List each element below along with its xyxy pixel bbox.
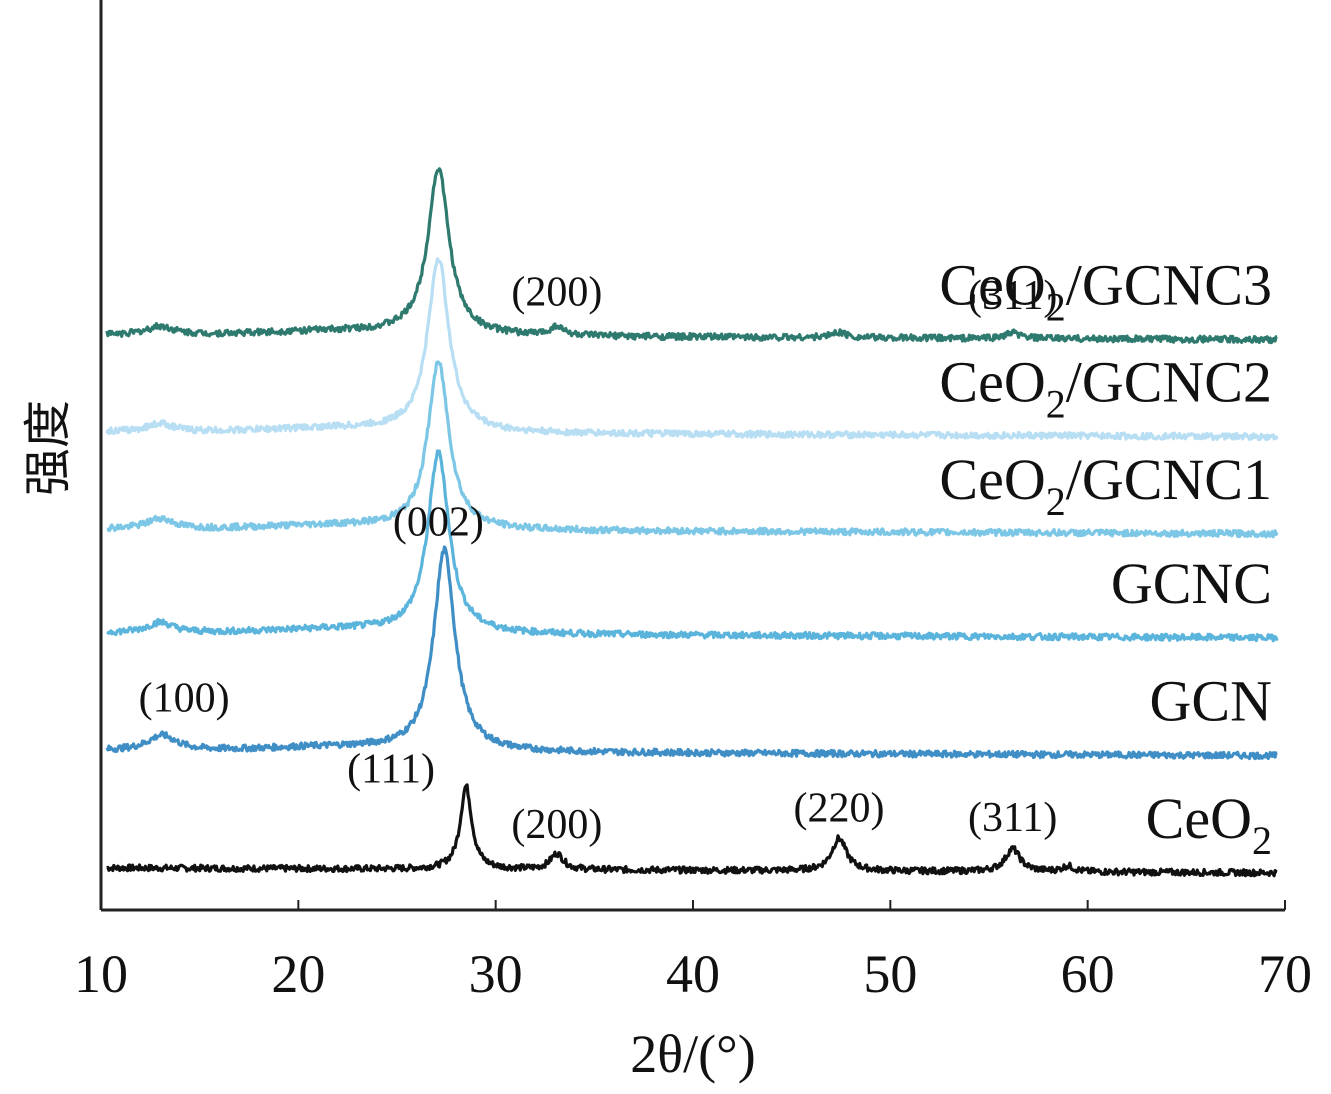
series-label: CeO2/GCNC1 xyxy=(939,447,1272,524)
peak-label: (100) xyxy=(139,675,230,721)
x-tick-label: 30 xyxy=(469,944,523,1004)
series-labels: CeO2 GCN GCNC CeO2/GCNC1 CeO2/GCNC2 CeO2/GCNC… xyxy=(939,253,1272,863)
x-tick-label: 20 xyxy=(271,944,325,1004)
peak-label: (200) xyxy=(511,802,602,848)
series-label: GCN xyxy=(1150,669,1272,734)
x-tick-label: 50 xyxy=(863,944,917,1004)
x-ticks: 10 20 30 40 50 60 70 xyxy=(74,900,1312,1004)
x-tick-label: 70 xyxy=(1258,944,1312,1004)
series-line-gcnc xyxy=(106,449,1279,643)
x-tick-label: 60 xyxy=(1061,944,1115,1004)
series-label: CeO2 xyxy=(1146,786,1272,863)
peak-label: (311) xyxy=(968,795,1057,841)
peak-label: (200) xyxy=(511,270,602,316)
series-label: CeO2/GCNC3 xyxy=(939,253,1272,330)
series-label: CeO2/GCNC2 xyxy=(939,350,1272,427)
peak-labels: (111) (200) (220) (311) (100) (002) (200) (311) xyxy=(139,270,1058,848)
series-line-ceo2-gcnc2 xyxy=(105,257,1279,442)
peak-label: (311) xyxy=(968,273,1057,319)
series-line-ceo2-gcnc1 xyxy=(106,360,1279,539)
plot-lines xyxy=(105,167,1279,878)
peak-label: (111) xyxy=(347,747,435,793)
series-line-ceo2-gcnc3 xyxy=(105,167,1278,345)
peak-label: (220) xyxy=(794,785,885,831)
x-tick-label: 40 xyxy=(666,944,720,1004)
peak-label: (002) xyxy=(393,500,484,546)
series-line-gcn xyxy=(105,545,1278,761)
x-axis-title: 2θ/(°) xyxy=(630,1024,755,1084)
series-line-ceo2 xyxy=(106,783,1278,878)
y-axis-title: 强度 xyxy=(20,400,76,496)
series-label: GCNC xyxy=(1111,551,1272,616)
x-tick-label: 10 xyxy=(74,944,128,1004)
